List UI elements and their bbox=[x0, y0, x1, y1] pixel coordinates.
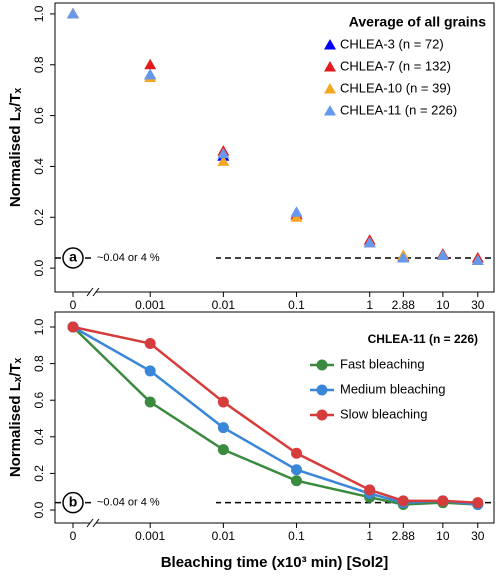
x-tick-label: 2.88 bbox=[392, 298, 416, 312]
plot-frame bbox=[54, 2, 495, 293]
x-tick-label: 0.1 bbox=[288, 298, 305, 312]
marker bbox=[437, 495, 449, 507]
panel-label-circle bbox=[62, 491, 84, 514]
panel-label: b bbox=[69, 493, 78, 509]
x-tick-label: 10 bbox=[436, 298, 450, 312]
legend-marker bbox=[316, 384, 328, 396]
legend-marker bbox=[324, 83, 336, 94]
marker bbox=[291, 464, 303, 476]
y-tick-label: 0.4 bbox=[32, 158, 46, 175]
annotation: ~0.04 or 4 % bbox=[97, 497, 160, 509]
x-tick-label: 0.001 bbox=[135, 529, 165, 543]
marker bbox=[67, 321, 79, 333]
x-axis-label: Bleaching time (x10³ min) [Sol2] bbox=[161, 554, 389, 571]
marker bbox=[291, 447, 303, 459]
annotation-bg bbox=[92, 249, 216, 266]
legend-label: Fast bleaching bbox=[340, 356, 425, 371]
legend-marker bbox=[316, 409, 328, 421]
marker bbox=[363, 236, 376, 248]
y-tick-label: 0.4 bbox=[32, 428, 46, 445]
annotation-bg bbox=[92, 494, 216, 511]
x-tick-label: 1 bbox=[366, 529, 373, 543]
marker bbox=[290, 206, 303, 217]
y-tick-label: 0.6 bbox=[32, 392, 46, 409]
marker bbox=[217, 444, 229, 456]
x-tick-label: 0.1 bbox=[288, 529, 305, 543]
marker bbox=[144, 365, 156, 377]
x-tick-label: 1 bbox=[366, 298, 373, 312]
y-tick-label: 1.0 bbox=[32, 5, 46, 22]
legend-title: Average of all grains bbox=[349, 14, 486, 30]
marker bbox=[397, 251, 410, 263]
legend-label: CHLEA-10 (n = 39) bbox=[340, 80, 451, 95]
marker bbox=[217, 396, 229, 408]
x-tick-label: 10 bbox=[436, 529, 450, 543]
marker bbox=[144, 68, 157, 80]
series-line bbox=[72, 326, 478, 506]
x-tick-label: 0.001 bbox=[135, 298, 165, 312]
series-line bbox=[72, 325, 478, 504]
legend-marker bbox=[324, 105, 336, 116]
y-tick-label: 0.2 bbox=[32, 209, 46, 226]
plot-area bbox=[67, 7, 484, 265]
panel-label: a bbox=[69, 249, 77, 265]
marker bbox=[436, 249, 449, 260]
annotation: ~0.04 or 4 % bbox=[97, 252, 160, 264]
legend-label: Medium bleaching bbox=[340, 381, 446, 396]
marker bbox=[144, 396, 156, 408]
marker bbox=[397, 495, 409, 507]
marker bbox=[472, 497, 484, 509]
axis-break bbox=[86, 518, 100, 528]
x-tick-label: 0.01 bbox=[212, 298, 236, 312]
legend-marker bbox=[324, 61, 336, 72]
y-tick-label: 0.0 bbox=[32, 501, 46, 518]
legend-label: Slow bleaching bbox=[340, 406, 427, 421]
x-tick-label: 0 bbox=[70, 298, 77, 312]
x-tick-label: 0 bbox=[70, 529, 77, 543]
marker bbox=[217, 155, 230, 166]
marker bbox=[217, 422, 229, 434]
y-tick-label: 0.8 bbox=[32, 56, 46, 73]
plot-frame bbox=[54, 311, 495, 524]
marker bbox=[144, 58, 157, 70]
marker bbox=[144, 337, 156, 349]
axis-break-gap bbox=[90, 519, 96, 527]
y-tick-label: 1.0 bbox=[32, 318, 46, 335]
x-tick-label: 30 bbox=[471, 529, 485, 543]
legend-label: CHLEA-7 (n = 132) bbox=[340, 58, 451, 73]
marker bbox=[471, 254, 484, 265]
legend-label: CHLEA-11 (n = 226) bbox=[340, 102, 457, 117]
plot-area bbox=[67, 321, 484, 511]
x-tick-label: 0.01 bbox=[212, 529, 236, 543]
axis-break bbox=[86, 287, 100, 297]
marker bbox=[364, 484, 376, 496]
y-axis-label: Normalised Lₓ/Tₓ bbox=[7, 87, 24, 207]
legend-label: CHLEA-3 (n = 72) bbox=[340, 36, 444, 51]
y-tick-label: 0.2 bbox=[32, 465, 46, 482]
y-tick-label: 0.8 bbox=[32, 355, 46, 372]
y-tick-label: 0.6 bbox=[32, 107, 46, 124]
marker bbox=[67, 7, 79, 19]
legend-title: CHLEA-11 (n = 226) bbox=[368, 332, 478, 346]
legend-marker bbox=[316, 359, 328, 371]
marker bbox=[291, 475, 303, 487]
axis-break-gap bbox=[90, 288, 96, 296]
legend-marker bbox=[324, 39, 336, 50]
y-axis-label: Normalised Lₓ/Tₓ bbox=[7, 357, 24, 477]
x-tick-label: 2.88 bbox=[392, 529, 416, 543]
marker bbox=[217, 147, 230, 159]
x-tick-label: 30 bbox=[471, 298, 485, 312]
y-tick-label: 0.0 bbox=[32, 259, 46, 276]
panel-label-circle bbox=[62, 247, 84, 269]
